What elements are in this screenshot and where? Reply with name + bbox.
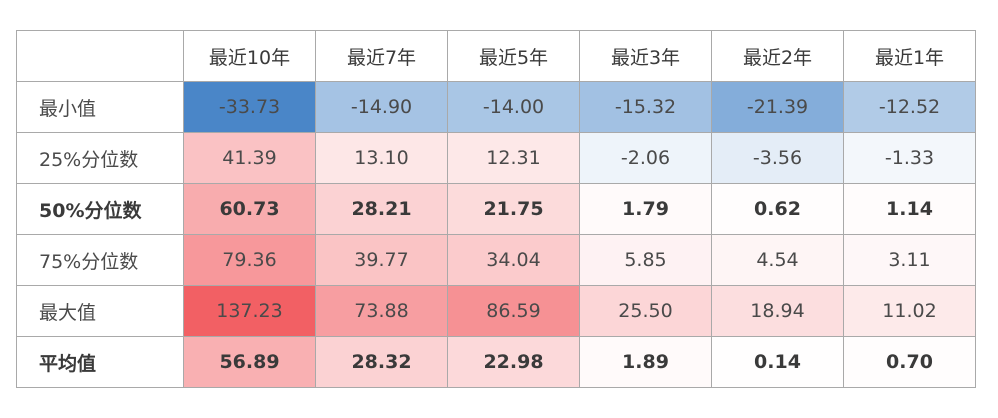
- heatmap-cell: 0.70: [843, 336, 976, 388]
- heatmap-cell: -1.33: [843, 132, 976, 184]
- heatmap-table: 最近10年 最近7年 最近5年 最近3年 最近2年 最近1年 最小值 -33.73…: [16, 30, 976, 388]
- heatmap-cell: -21.39: [711, 81, 844, 133]
- heatmap-cell: 0.14: [711, 336, 844, 388]
- heatmap-cell: 1.14: [843, 183, 976, 235]
- heatmap-cell: 4.54: [711, 234, 844, 286]
- table-row: 平均值 56.89 28.32 22.98 1.89 0.14 0.70: [16, 336, 976, 388]
- heatmap-cell: 79.36: [183, 234, 316, 286]
- heatmap-cell: -3.56: [711, 132, 844, 184]
- row-header: 75%分位数: [16, 234, 184, 286]
- heatmap-cell: 86.59: [447, 285, 580, 337]
- row-header: 50%分位数: [16, 183, 184, 235]
- heatmap-cell: 0.62: [711, 183, 844, 235]
- heatmap-cell: 34.04: [447, 234, 580, 286]
- heatmap-cell: 56.89: [183, 336, 316, 388]
- table-row: 75%分位数 79.36 39.77 34.04 5.85 4.54 3.11: [16, 234, 976, 286]
- row-header: 25%分位数: [16, 132, 184, 184]
- heatmap-cell: 3.11: [843, 234, 976, 286]
- heatmap-cell: 12.31: [447, 132, 580, 184]
- heatmap-cell: 28.32: [315, 336, 448, 388]
- table-row: 50%分位数 60.73 28.21 21.75 1.79 0.62 1.14: [16, 183, 976, 235]
- column-header: 最近1年: [843, 30, 976, 82]
- heatmap-cell: 1.89: [579, 336, 712, 388]
- heatmap-cell: 18.94: [711, 285, 844, 337]
- heatmap-cell: 22.98: [447, 336, 580, 388]
- table-row: 最小值 -33.73 -14.90 -14.00 -15.32 -21.39 -12.52: [16, 81, 976, 133]
- column-header: 最近2年: [711, 30, 844, 82]
- table-row: 25%分位数 41.39 13.10 12.31 -2.06 -3.56 -1.33: [16, 132, 976, 184]
- heatmap-cell: -2.06: [579, 132, 712, 184]
- column-header: 最近7年: [315, 30, 448, 82]
- corner-cell: [16, 30, 184, 82]
- header-row: 最近10年 最近7年 最近5年 最近3年 最近2年 最近1年: [16, 30, 976, 82]
- heatmap-body: 最小值 -33.73 -14.90 -14.00 -15.32 -21.39 -12.52 2…: [16, 81, 976, 388]
- heatmap-cell: 11.02: [843, 285, 976, 337]
- table-row: 最大值 137.23 73.88 86.59 25.50 18.94 11.02: [16, 285, 976, 337]
- heatmap-cell: -12.52: [843, 81, 976, 133]
- heatmap-cell: 60.73: [183, 183, 316, 235]
- row-header: 最小值: [16, 81, 184, 133]
- column-header: 最近5年: [447, 30, 580, 82]
- heatmap-cell: 137.23: [183, 285, 316, 337]
- heatmap-cell: 5.85: [579, 234, 712, 286]
- heatmap-cell: -33.73: [183, 81, 316, 133]
- heatmap-cell: 21.75: [447, 183, 580, 235]
- heatmap-cell: -15.32: [579, 81, 712, 133]
- heatmap-cell: 39.77: [315, 234, 448, 286]
- row-header: 平均值: [16, 336, 184, 388]
- row-header: 最大值: [16, 285, 184, 337]
- heatmap-cell: 13.10: [315, 132, 448, 184]
- heatmap-cell: -14.90: [315, 81, 448, 133]
- heatmap-cell: 73.88: [315, 285, 448, 337]
- heatmap-cell: 1.79: [579, 183, 712, 235]
- heatmap-cell: -14.00: [447, 81, 580, 133]
- heatmap-cell: 41.39: [183, 132, 316, 184]
- heatmap-cell: 28.21: [315, 183, 448, 235]
- heatmap-cell: 25.50: [579, 285, 712, 337]
- column-header: 最近3年: [579, 30, 712, 82]
- column-header: 最近10年: [183, 30, 316, 82]
